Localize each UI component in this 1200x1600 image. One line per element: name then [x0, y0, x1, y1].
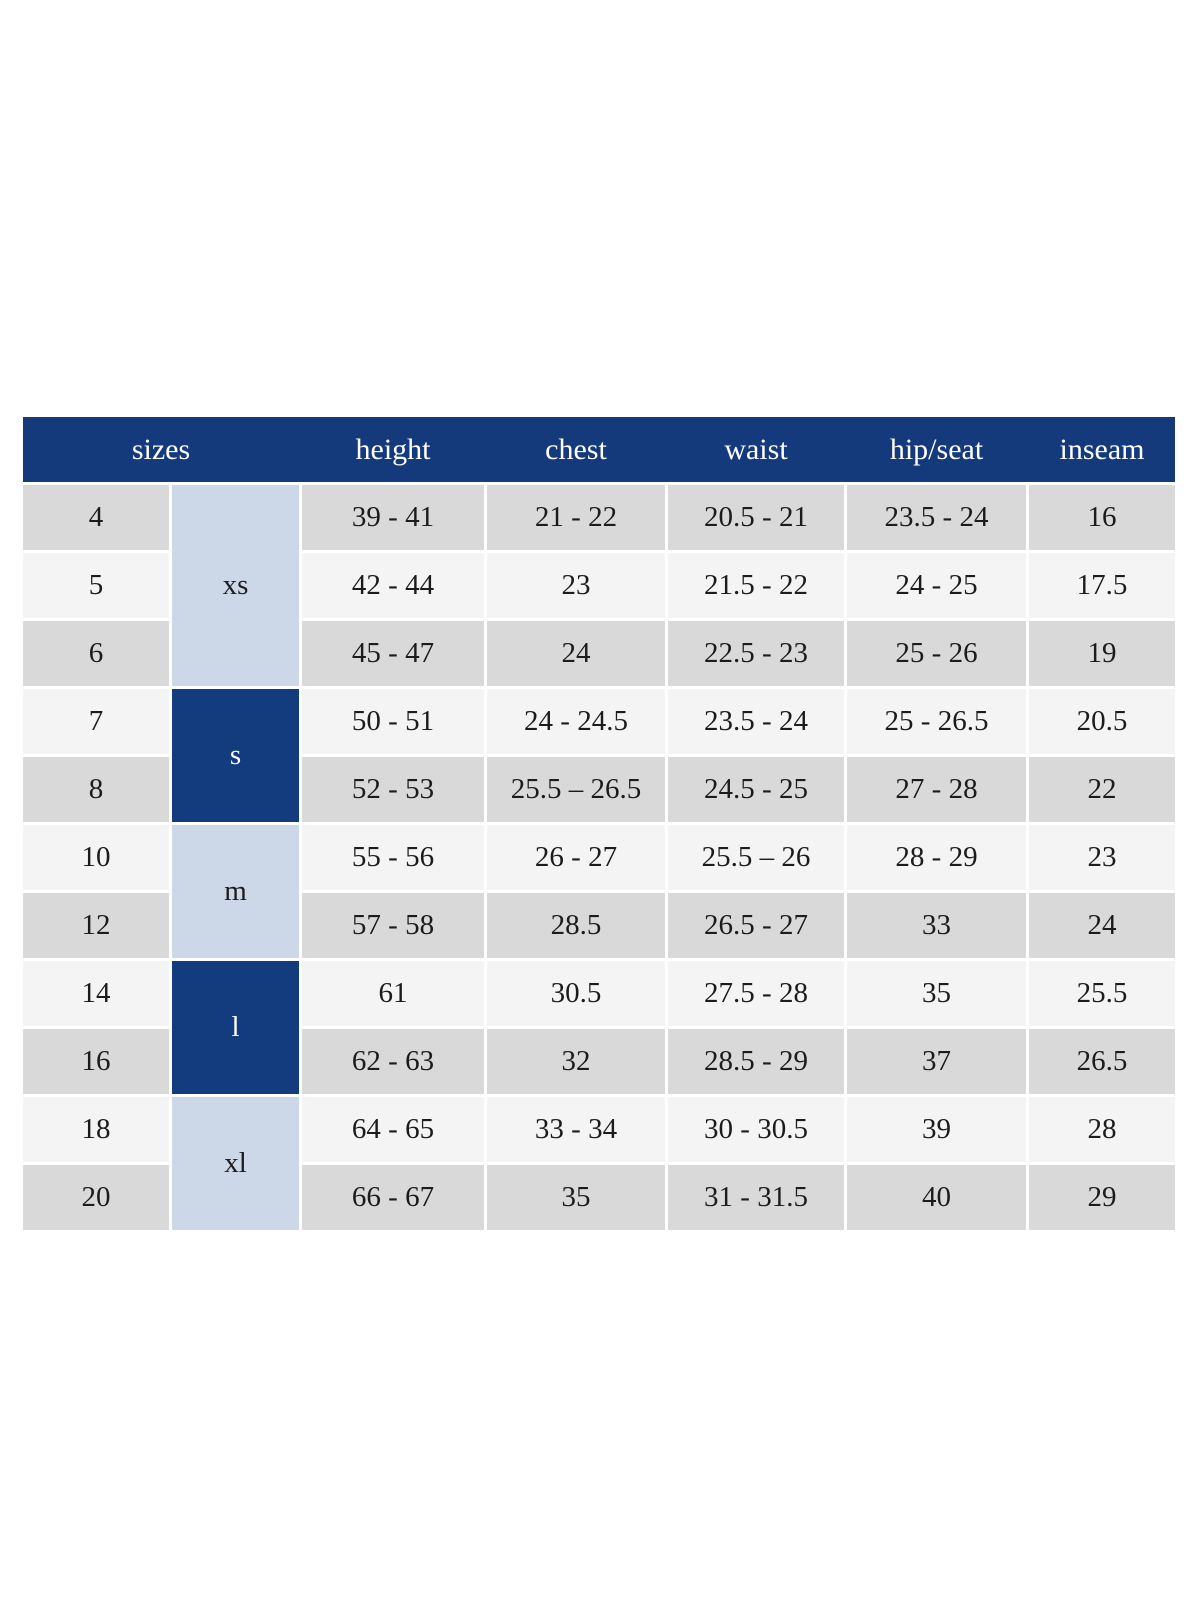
cell-height: 66 - 67: [302, 1165, 484, 1230]
cell-height: 45 - 47: [302, 621, 484, 686]
cell-size: 10: [23, 825, 169, 890]
cell-inseam: 28: [1029, 1097, 1175, 1162]
cell-inseam: 16: [1029, 485, 1175, 550]
cell-waist: 22.5 - 23: [668, 621, 844, 686]
cell-hip-seat: 24 - 25: [847, 553, 1026, 618]
table-header-row: sizes height chest waist hip/seat inseam: [23, 417, 1175, 482]
group-cell-l: l: [172, 961, 299, 1094]
cell-chest: 35: [487, 1165, 665, 1230]
cell-size: 12: [23, 893, 169, 958]
cell-size: 20: [23, 1165, 169, 1230]
cell-chest: 33 - 34: [487, 1097, 665, 1162]
cell-size: 16: [23, 1029, 169, 1094]
size-chart-table: sizes height chest waist hip/seat inseam…: [23, 417, 1175, 1230]
cell-inseam: 22: [1029, 757, 1175, 822]
cell-inseam: 29: [1029, 1165, 1175, 1230]
cell-height: 55 - 56: [302, 825, 484, 890]
cell-waist: 26.5 - 27: [668, 893, 844, 958]
table-body: 4 xs 39 - 41 21 - 22 20.5 - 21 23.5 - 24…: [23, 485, 1175, 1230]
cell-size: 7: [23, 689, 169, 754]
cell-chest: 21 - 22: [487, 485, 665, 550]
cell-height: 52 - 53: [302, 757, 484, 822]
cell-size: 8: [23, 757, 169, 822]
cell-chest: 24 - 24.5: [487, 689, 665, 754]
cell-waist: 23.5 - 24: [668, 689, 844, 754]
column-header-chest: chest: [545, 432, 607, 466]
cell-height: 39 - 41: [302, 485, 484, 550]
cell-inseam: 24: [1029, 893, 1175, 958]
cell-size: 5: [23, 553, 169, 618]
group-cell-m: m: [172, 825, 299, 958]
cell-waist: 28.5 - 29: [668, 1029, 844, 1094]
cell-inseam: 17.5: [1029, 553, 1175, 618]
cell-size: 4: [23, 485, 169, 550]
column-header-sizes: sizes: [131, 432, 191, 466]
cell-waist: 25.5 – 26: [668, 825, 844, 890]
cell-inseam: 26.5: [1029, 1029, 1175, 1094]
column-header-waist: waist: [724, 432, 788, 466]
group-cell-xs: xs: [172, 485, 299, 686]
cell-chest: 26 - 27: [487, 825, 665, 890]
cell-size: 14: [23, 961, 169, 1026]
cell-size: 18: [23, 1097, 169, 1162]
cell-height: 64 - 65: [302, 1097, 484, 1162]
cell-chest: 28.5: [487, 893, 665, 958]
cell-hip-seat: 23.5 - 24: [847, 485, 1026, 550]
cell-hip-seat: 25 - 26: [847, 621, 1026, 686]
cell-hip-seat: 37: [847, 1029, 1026, 1094]
cell-hip-seat: 27 - 28: [847, 757, 1026, 822]
cell-hip-seat: 40: [847, 1165, 1026, 1230]
cell-hip-seat: 25 - 26.5: [847, 689, 1026, 754]
cell-waist: 24.5 - 25: [668, 757, 844, 822]
cell-hip-seat: 35: [847, 961, 1026, 1026]
group-cell-xl: xl: [172, 1097, 299, 1230]
cell-inseam: 20.5: [1029, 689, 1175, 754]
cell-waist: 30 - 30.5: [668, 1097, 844, 1162]
cell-height: 61: [302, 961, 484, 1026]
cell-inseam: 19: [1029, 621, 1175, 686]
cell-height: 42 - 44: [302, 553, 484, 618]
cell-chest: 30.5: [487, 961, 665, 1026]
cell-height: 50 - 51: [302, 689, 484, 754]
cell-chest: 25.5 – 26.5: [487, 757, 665, 822]
cell-height: 57 - 58: [302, 893, 484, 958]
column-header-hip-seat: hip/seat: [889, 432, 984, 466]
cell-chest: 24: [487, 621, 665, 686]
cell-waist: 31 - 31.5: [668, 1165, 844, 1230]
cell-hip-seat: 28 - 29: [847, 825, 1026, 890]
cell-chest: 23: [487, 553, 665, 618]
cell-inseam: 25.5: [1029, 961, 1175, 1026]
cell-inseam: 23: [1029, 825, 1175, 890]
cell-height: 62 - 63: [302, 1029, 484, 1094]
cell-waist: 21.5 - 22: [668, 553, 844, 618]
column-header-inseam: inseam: [1059, 432, 1145, 466]
cell-waist: 27.5 - 28: [668, 961, 844, 1026]
column-header-height: height: [355, 432, 431, 466]
cell-waist: 20.5 - 21: [668, 485, 844, 550]
cell-hip-seat: 39: [847, 1097, 1026, 1162]
cell-hip-seat: 33: [847, 893, 1026, 958]
group-cell-s: s: [172, 689, 299, 822]
cell-size: 6: [23, 621, 169, 686]
cell-chest: 32: [487, 1029, 665, 1094]
